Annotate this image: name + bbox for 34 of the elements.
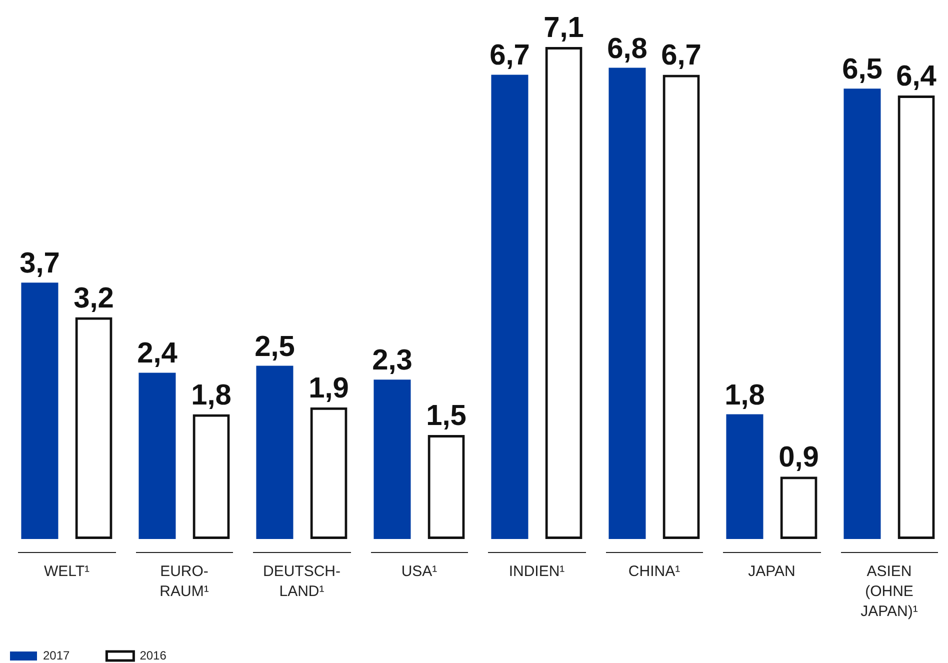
data-label: 6,5 <box>842 54 882 86</box>
data-label: 6,8 <box>607 32 648 65</box>
data-label: 6,7 <box>490 40 530 72</box>
x-tick-label: JAPAN <box>748 563 796 580</box>
data-label: 2,5 <box>254 330 295 363</box>
data-label: 1,5 <box>426 400 466 432</box>
data-label: 1,9 <box>308 372 349 404</box>
data-label: 7,1 <box>544 12 584 44</box>
bar <box>726 414 764 539</box>
x-tick-label: INDIEN¹ <box>508 563 565 580</box>
legend-label: 2016 <box>140 648 167 662</box>
bar <box>256 366 294 539</box>
data-label: 2,3 <box>372 344 412 377</box>
bar <box>491 74 528 539</box>
x-tick-label: ASIEN (OHNE JAPAN)¹ <box>860 563 918 620</box>
data-label: 2,4 <box>137 338 178 370</box>
data-label: 6,7 <box>661 40 702 72</box>
bar <box>21 282 58 539</box>
bar <box>844 88 881 539</box>
x-tick-label: EURO-RAUM¹ <box>160 563 209 600</box>
x-tick-label: WELT¹ <box>44 563 90 580</box>
x-tick-label: DEUTSCH-LAND¹ <box>263 563 340 600</box>
x-tick-label: CHINA¹ <box>628 563 680 580</box>
bar <box>374 380 411 539</box>
bar <box>138 372 176 539</box>
x-tick-label: USA¹ <box>401 563 438 580</box>
data-label: 1,8 <box>724 379 765 412</box>
data-label: 3,7 <box>20 248 60 280</box>
data-label: 3,2 <box>74 282 114 314</box>
data-label: 0,9 <box>778 442 819 474</box>
legend-label: 2017 <box>43 648 70 662</box>
data-label: 1,8 <box>191 379 232 412</box>
data-label: 6,4 <box>896 60 936 93</box>
bar <box>608 68 646 539</box>
